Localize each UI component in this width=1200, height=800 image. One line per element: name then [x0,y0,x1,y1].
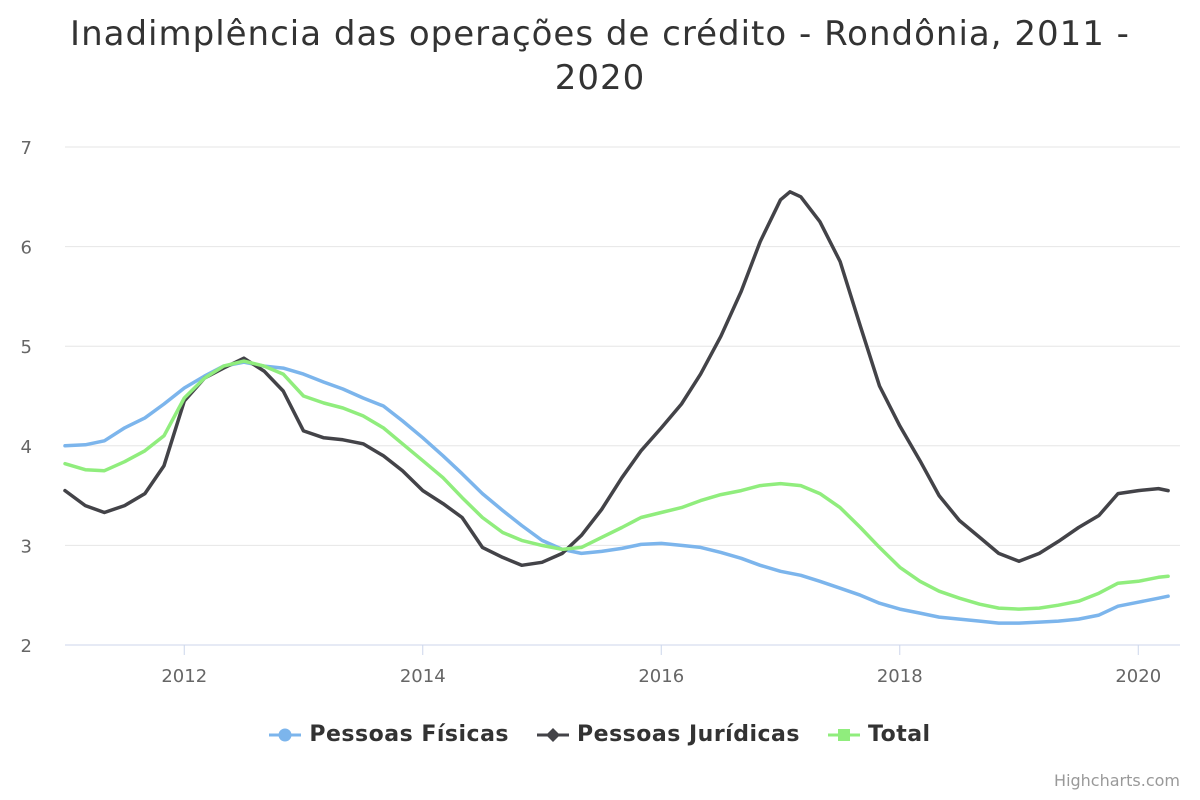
series-line-pessoas-fisicas[interactable] [63,360,1170,625]
credits-link[interactable]: Highcharts.com [1054,771,1180,790]
x-tick-label: 2020 [1115,666,1161,687]
y-tick-label: 4 [21,437,32,458]
chart-title-line-1: Inadimplência das operações de crédito -… [70,14,1130,54]
x-tick-label: 2018 [877,666,923,687]
x-tick-label: 2012 [161,666,207,687]
legend-diamond-icon [537,727,570,742]
y-tick-label: 6 [21,238,32,259]
chart-legend: Pessoas Físicas Pessoas Jurídicas Total [0,722,1200,747]
chart-title-line-2: 2020 [554,58,646,98]
x-tick-label: 2014 [400,666,446,687]
y-tick-label: 2 [21,636,32,657]
x-tick-label: 2016 [638,666,684,687]
legend-circle-icon [269,728,302,741]
legend-item-pessoas-fisicas[interactable]: Pessoas Físicas [269,722,509,747]
chart-grid [65,146,1180,546]
legend-label: Pessoas Jurídicas [577,722,800,747]
y-tick-label: 3 [21,536,32,557]
legend-item-total[interactable]: Total [828,722,931,747]
legend-label: Total [868,722,931,747]
legend-item-pessoas-juridicas[interactable]: Pessoas Jurídicas [537,722,800,747]
series-line-total[interactable] [63,359,1170,611]
legend-square-icon [828,728,860,741]
chart-axes: 2 3 4 5 6 7 2012 2014 2016 2018 2020 [21,138,1180,687]
y-tick-label: 5 [21,337,32,358]
legend-label: Pessoas Físicas [309,722,510,747]
series-line-pessoas-juridicas[interactable] [63,190,1170,568]
chart-series [63,190,1170,625]
y-tick-label: 7 [21,138,32,159]
